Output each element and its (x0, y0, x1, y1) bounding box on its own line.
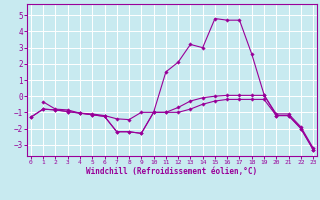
X-axis label: Windchill (Refroidissement éolien,°C): Windchill (Refroidissement éolien,°C) (86, 167, 258, 176)
